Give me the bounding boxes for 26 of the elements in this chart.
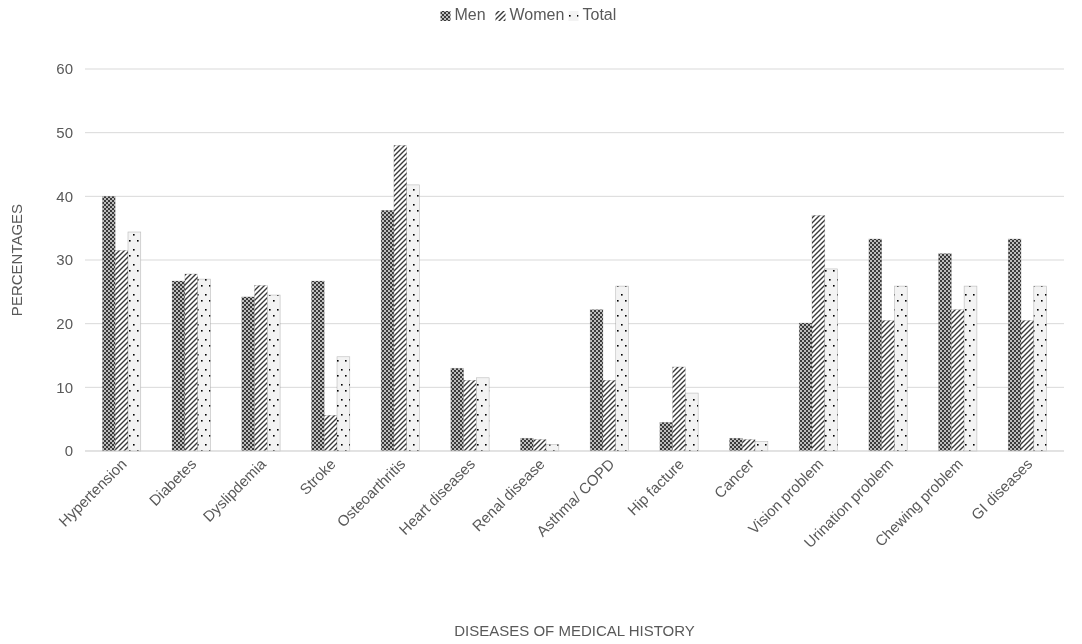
bar <box>824 268 838 452</box>
x-axis-title: DISEASES OF MEDICAL HISTORY <box>454 622 695 639</box>
bar <box>963 285 978 452</box>
bar <box>336 356 351 452</box>
bar <box>894 285 908 452</box>
y-tick-label: 60 <box>56 60 73 78</box>
bar <box>197 278 211 452</box>
y-axis-title: PERCENTAGES <box>8 203 25 317</box>
y-tick-label: 40 <box>56 187 73 205</box>
bar <box>1033 285 1047 452</box>
bar <box>476 377 490 452</box>
y-tick-label: 0 <box>64 442 73 460</box>
bar <box>754 441 769 452</box>
bar <box>615 285 629 452</box>
legend-label: Men <box>454 6 486 23</box>
legend-label: Women <box>509 6 565 23</box>
bar <box>685 392 699 452</box>
legend-label: Total <box>582 6 617 23</box>
bar <box>267 294 281 452</box>
y-tick-label: 10 <box>56 378 73 396</box>
y-tick-label: 50 <box>56 123 73 141</box>
y-tick-label: 30 <box>56 251 73 269</box>
y-tick-label: 20 <box>56 314 73 332</box>
bar <box>406 184 420 452</box>
bar <box>127 231 142 452</box>
bar <box>545 444 560 452</box>
